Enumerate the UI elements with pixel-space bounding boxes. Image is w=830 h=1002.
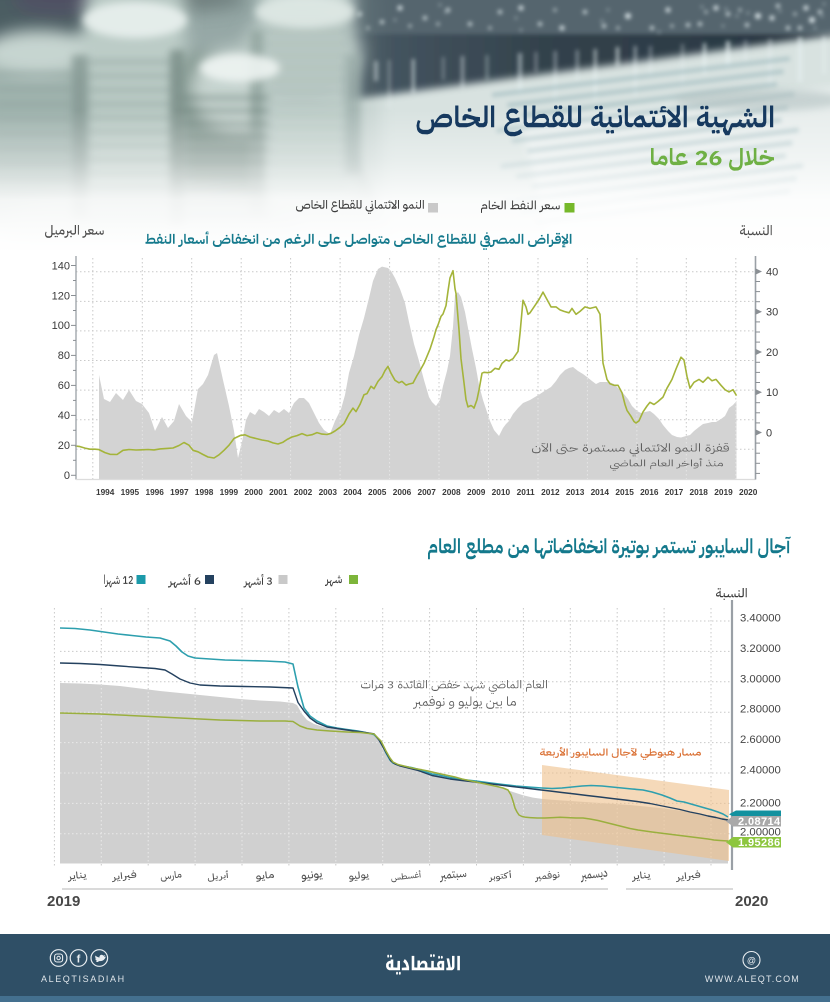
svg-text:ALEQTISADIAH: ALEQTISADIAH xyxy=(41,974,126,984)
svg-text:140: 140 xyxy=(52,260,70,272)
svg-text:2020: 2020 xyxy=(739,487,758,497)
svg-text:2003: 2003 xyxy=(319,487,338,497)
svg-text:1995: 1995 xyxy=(121,487,140,497)
svg-text:2016: 2016 xyxy=(640,487,659,497)
svg-text:0: 0 xyxy=(766,427,772,439)
svg-text:2010: 2010 xyxy=(492,487,511,497)
svg-text:2.20000: 2.20000 xyxy=(740,798,781,810)
svg-text:1996: 1996 xyxy=(145,487,164,497)
svg-text:20: 20 xyxy=(58,440,70,452)
svg-text:1.95286: 1.95286 xyxy=(738,837,781,849)
svg-text:f: f xyxy=(77,954,81,966)
svg-text:2017: 2017 xyxy=(665,487,684,497)
svg-text:2002: 2002 xyxy=(294,487,313,497)
svg-text:2012: 2012 xyxy=(541,487,560,497)
svg-text:1994: 1994 xyxy=(96,487,115,497)
svg-text:1998: 1998 xyxy=(195,487,214,497)
svg-text:2001: 2001 xyxy=(269,487,288,497)
svg-text:1999: 1999 xyxy=(220,487,239,497)
svg-text:2013: 2013 xyxy=(566,487,585,497)
svg-text:1997: 1997 xyxy=(170,487,189,497)
svg-text:@: @ xyxy=(747,956,756,966)
svg-text:2005: 2005 xyxy=(368,487,387,497)
svg-text:2014: 2014 xyxy=(591,487,610,497)
svg-text:3.40000: 3.40000 xyxy=(740,613,781,625)
svg-text:2011: 2011 xyxy=(517,487,535,497)
svg-text:80: 80 xyxy=(58,350,70,362)
svg-text:40: 40 xyxy=(766,266,778,278)
svg-text:2015: 2015 xyxy=(615,487,634,497)
svg-text:WWW.ALEQT.COM: WWW.ALEQT.COM xyxy=(705,974,800,984)
svg-text:30: 30 xyxy=(766,307,778,319)
svg-text:2018: 2018 xyxy=(689,487,708,497)
svg-text:2.08714: 2.08714 xyxy=(738,816,781,828)
svg-text:2007: 2007 xyxy=(417,487,436,497)
svg-text:2.80000: 2.80000 xyxy=(740,704,781,716)
svg-text:2009: 2009 xyxy=(467,487,486,497)
svg-text:10: 10 xyxy=(766,387,778,399)
svg-text:40: 40 xyxy=(58,410,70,422)
svg-text:2006: 2006 xyxy=(393,487,412,497)
svg-text:3.00000: 3.00000 xyxy=(740,673,781,685)
svg-text:2019: 2019 xyxy=(714,487,733,497)
svg-text:2.00000: 2.00000 xyxy=(740,827,781,839)
svg-text:60: 60 xyxy=(58,380,70,392)
svg-text:3.20000: 3.20000 xyxy=(740,643,781,655)
svg-text:100: 100 xyxy=(52,320,70,332)
svg-text:2.60000: 2.60000 xyxy=(740,734,781,746)
svg-text:2.40000: 2.40000 xyxy=(740,765,781,777)
svg-text:2019: 2019 xyxy=(47,893,80,910)
svg-text:2000: 2000 xyxy=(244,487,263,497)
svg-text:20: 20 xyxy=(766,347,778,359)
svg-text:2008: 2008 xyxy=(442,487,461,497)
svg-text:0: 0 xyxy=(64,470,70,482)
svg-text:2004: 2004 xyxy=(343,487,362,497)
svg-text:120: 120 xyxy=(52,290,70,302)
svg-text:2020: 2020 xyxy=(735,893,768,910)
